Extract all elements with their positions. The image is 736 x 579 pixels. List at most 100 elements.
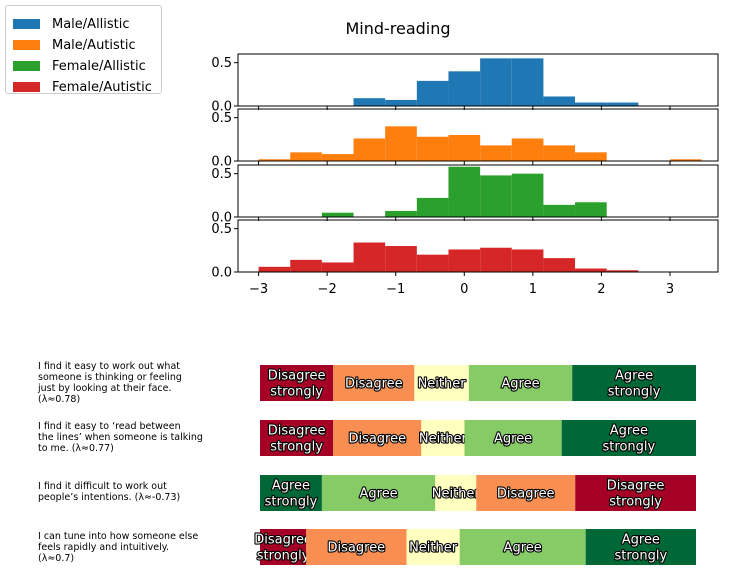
histogram-bar [480, 58, 512, 106]
likert-segment-label: Disagree [254, 533, 312, 548]
histogram-bar [416, 80, 449, 106]
question-label: I find it easy to ‘read between the line… [38, 421, 203, 454]
histogram-bar [290, 152, 322, 161]
y-tick-label: 0.0 [211, 211, 232, 226]
likert-segment-label: strongly [615, 549, 668, 564]
histogram-bar [290, 259, 322, 272]
likert-segment [572, 365, 696, 401]
histogram-bar [416, 254, 449, 272]
likert-segment [435, 475, 477, 511]
histogram-bar [575, 202, 607, 217]
y-tick-label: 0.5 [211, 167, 232, 182]
likert-segment-label: Disagree [268, 424, 326, 439]
likert-segment-label: strongly [265, 495, 318, 510]
x-tick-label: −1 [386, 282, 405, 297]
likert-segment [421, 420, 465, 456]
question-label: I find it difficult to work out people’s… [38, 481, 181, 503]
likert-segment-label: Agree [615, 369, 653, 384]
likert-segment [468, 365, 573, 401]
likert-segment-label: Disagree [328, 541, 386, 556]
likert-segment [476, 475, 576, 511]
likert-segment-label: Agree [359, 487, 397, 502]
likert-segment-label: Disagree [497, 487, 555, 502]
histogram-bar [543, 258, 576, 272]
likert-segment [333, 365, 415, 401]
histogram-bar [480, 175, 512, 217]
likert-segment [585, 529, 696, 565]
likert-segment-label: strongly [270, 385, 323, 400]
x-tick-label: 1 [529, 282, 537, 297]
likert-segment-label: Neither [409, 541, 458, 556]
legend-swatch [13, 82, 40, 92]
histogram-bar [480, 145, 512, 161]
histogram-bar [385, 210, 417, 217]
likert-segment-label: Neither [418, 377, 467, 392]
likert-segment-label: Neither [419, 432, 468, 447]
histogram-bar [385, 246, 417, 272]
histogram-bar [575, 102, 607, 106]
likert-segment [561, 420, 696, 456]
likert-segment-label: strongly [257, 549, 310, 564]
histogram-bar [543, 96, 576, 106]
y-tick-label: 0.5 [211, 111, 232, 126]
x-tick-label: 0 [460, 282, 468, 297]
likert-segment-label: Disagree [607, 479, 665, 494]
histogram-bar [606, 270, 639, 272]
likert-segment-label: Neither [432, 487, 481, 502]
likert-segment [414, 365, 469, 401]
likert-segment [321, 475, 436, 511]
histogram-bar [258, 159, 291, 161]
likert-segment [406, 529, 460, 565]
likert-segment-label: Disagree [345, 377, 403, 392]
legend-label: Male/Allistic [52, 16, 130, 32]
histogram-bar [448, 71, 481, 106]
y-tick-label: 0.5 [211, 56, 232, 71]
likert-segment [260, 365, 334, 401]
likert-segment-label: Agree [501, 377, 539, 392]
question-label: I find it easy to work out what someone … [38, 361, 182, 405]
legend-entry-female-allistic: Female/Allistic [13, 58, 146, 74]
histogram-bar [385, 126, 417, 161]
likert-segment-label: Agree [494, 432, 532, 447]
likert-segment [459, 529, 586, 565]
histogram-bar [385, 99, 417, 106]
likert-segment-label: strongly [603, 440, 656, 455]
likert-segment [260, 475, 322, 511]
histogram-bar [448, 135, 481, 161]
histogram-bar [353, 242, 386, 272]
likert-segment-label: Agree [504, 541, 542, 556]
likert-segment-label: Disagree [348, 432, 406, 447]
legend-swatch [13, 61, 40, 71]
panel-frame [237, 164, 719, 218]
likert-segment-label: Agree [622, 533, 660, 548]
y-tick-label: 0.0 [211, 100, 232, 115]
y-tick-label: 0.0 [211, 155, 232, 170]
likert-segment-label: Disagree [268, 369, 326, 384]
legend-entry-male-autistic: Male/Autistic [13, 37, 136, 53]
x-tick-label: −3 [249, 282, 268, 297]
likert-segment [464, 420, 562, 456]
panel-frame [237, 219, 719, 273]
panel-frame [237, 108, 719, 162]
legend-entry-female-autistic: Female/Autistic [13, 79, 152, 95]
histogram-bar [511, 138, 544, 161]
histogram-bar [448, 166, 481, 217]
legend: Male/Allistic Male/Autistic Female/Allis… [5, 5, 162, 95]
question-label: I can tune into how someone else feels r… [38, 531, 199, 564]
y-tick-label: 0.0 [211, 266, 232, 281]
histogram-bar [321, 154, 354, 161]
x-tick-label: 2 [597, 282, 605, 297]
x-tick-label: 3 [666, 282, 674, 297]
histogram-bar [416, 136, 449, 161]
chart-title: Mind-reading [345, 19, 451, 38]
histogram-bar [353, 138, 386, 161]
likert-segment [575, 475, 696, 511]
histogram-bar [543, 204, 576, 217]
likert-segment [260, 420, 334, 456]
histogram-bar [258, 266, 291, 272]
likert-segment-label: strongly [609, 495, 662, 510]
histogram-bar [670, 159, 702, 161]
legend-swatch [13, 40, 40, 50]
histogram-bar [511, 249, 544, 272]
